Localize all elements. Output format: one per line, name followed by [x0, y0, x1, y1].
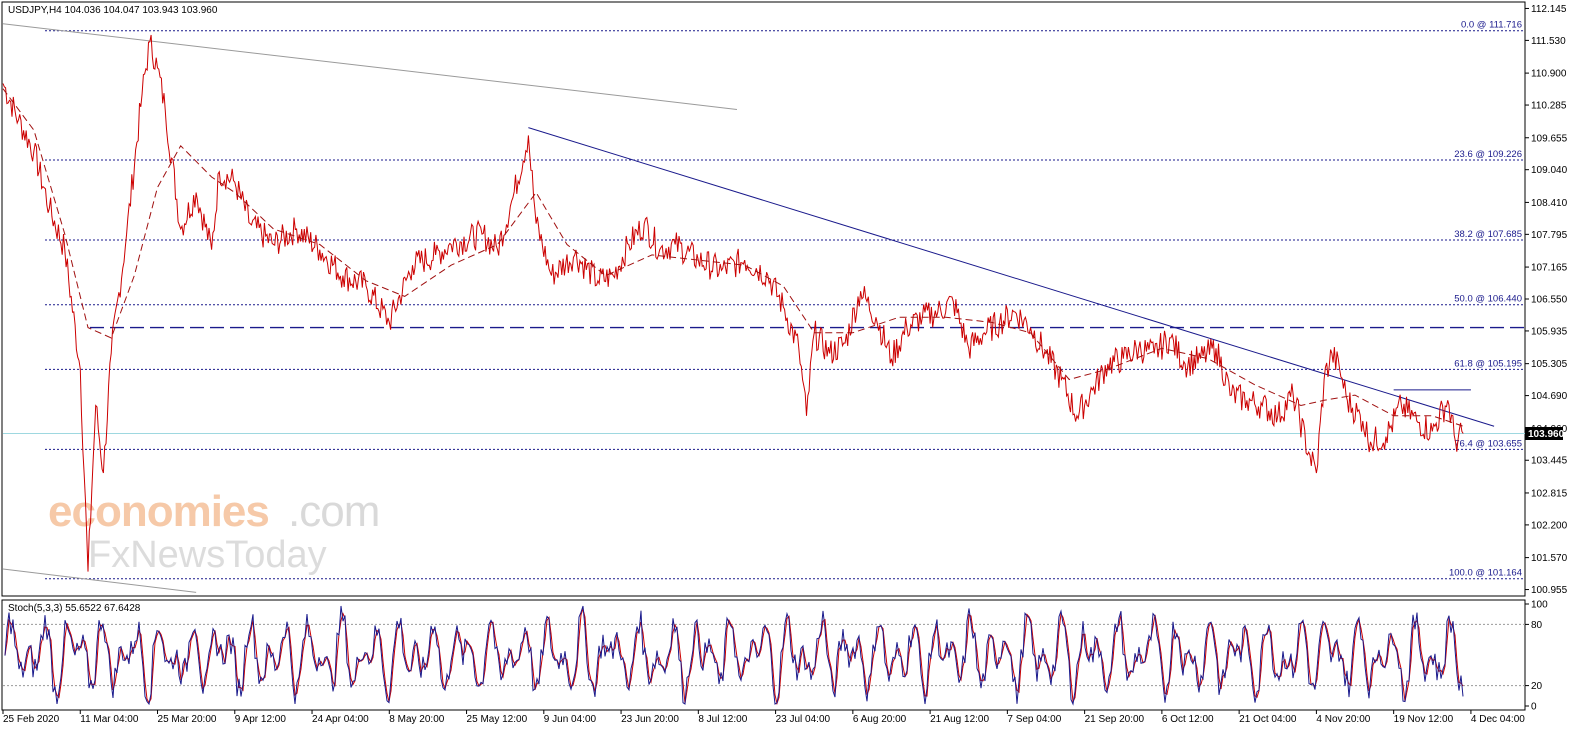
y-tick-label: 105.305: [1531, 359, 1568, 370]
fib-level-label: 61.8 @ 105.195: [1454, 358, 1522, 369]
x-tick-label: 9 Apr 12:00: [235, 714, 287, 725]
watermark-brand: economies: [48, 487, 269, 536]
y-tick-label: 101.570: [1531, 553, 1568, 564]
symbol-info: USDJPY,H4 104.036 104.047 103.943 103.96…: [8, 5, 218, 16]
fib-level-label: 50.0 @ 106.440: [1454, 294, 1522, 305]
x-tick-label: 9 Jun 04:00: [544, 714, 597, 725]
stoch-tick-label: 100: [1531, 600, 1548, 611]
x-tick-label: 4 Dec 04:00: [1471, 714, 1525, 725]
x-tick-label: 23 Jul 04:00: [776, 714, 831, 725]
y-tick-label: 109.040: [1531, 165, 1568, 176]
moving-average-line: [2, 88, 1464, 427]
y-tick-label: 103.445: [1531, 456, 1568, 467]
trendline: [2, 23, 738, 110]
y-tick-label: 107.165: [1531, 263, 1568, 274]
x-tick-label: 6 Oct 12:00: [1162, 714, 1214, 725]
stoch-signal-line: [4, 607, 1464, 706]
x-tick-label: 25 May 12:00: [467, 714, 528, 725]
watermark: economies .com FxNewsToday: [48, 487, 380, 576]
x-tick-label: 6 Aug 20:00: [853, 714, 907, 725]
x-tick-label: 21 Aug 12:00: [930, 714, 989, 725]
fib-level-label: 0.0 @ 111.716: [1461, 20, 1522, 31]
current-price-label: 103.960: [1528, 429, 1565, 440]
fib-level-label: 38.2 @ 107.685: [1454, 229, 1522, 240]
x-tick-label: 8 May 20:00: [389, 714, 444, 725]
trendline: [2, 568, 197, 593]
y-tick-label: 108.410: [1531, 198, 1568, 209]
y-tick-label: 111.530: [1531, 36, 1566, 47]
x-tick-label: 19 Nov 12:00: [1394, 714, 1454, 725]
x-tick-label: 23 Jun 20:00: [621, 714, 679, 725]
fib-level-label: 100.0 @ 101.164: [1449, 568, 1522, 579]
current-price-tag: 103.960: [1525, 426, 1565, 440]
x-tick-label: 21 Oct 04:00: [1239, 714, 1297, 725]
x-tick-label: 8 Jul 12:00: [698, 714, 747, 725]
y-tick-label: 112.145: [1531, 4, 1567, 15]
x-tick-label: 25 Mar 20:00: [158, 714, 217, 725]
watermark-domain: .com: [288, 487, 379, 536]
y-tick-label: 106.550: [1531, 295, 1568, 306]
y-tick-label: 105.935: [1531, 326, 1568, 337]
y-tick-label: 100.955: [1531, 585, 1568, 596]
y-tick-label: 102.815: [1531, 488, 1568, 499]
stoch-tick-label: 20: [1531, 681, 1543, 692]
stoch-tick-label: 80: [1531, 620, 1543, 631]
stoch-main-line: [4, 605, 1464, 706]
x-tick-label: 11 Mar 04:00: [80, 714, 139, 725]
stoch-tick-label: 0: [1531, 702, 1537, 713]
x-tick-label: 21 Sep 20:00: [1085, 714, 1145, 725]
y-tick-label: 110.285: [1531, 101, 1567, 112]
x-tick-label: 24 Apr 04:00: [312, 714, 369, 725]
y-tick-label: 107.795: [1531, 230, 1568, 241]
x-tick-label: 4 Nov 20:00: [1316, 714, 1370, 725]
stoch-title: Stoch(5,3,3) 55.6522 67.6428: [8, 603, 141, 614]
y-tick-label: 104.690: [1531, 391, 1568, 402]
trendline: [528, 127, 1495, 427]
stoch-frame: [1, 599, 1526, 711]
y-tick-label: 110.900: [1531, 69, 1567, 80]
price-series-line: [2, 34, 1464, 572]
x-tick-label: 7 Sep 04:00: [1007, 714, 1061, 725]
fib-level-label: 23.6 @ 109.226: [1454, 149, 1522, 160]
y-tick-label: 109.655: [1531, 133, 1568, 144]
y-tick-label: 102.200: [1531, 520, 1568, 531]
watermark-subbrand: FxNewsToday: [88, 534, 327, 576]
x-tick-label: 25 Feb 2020: [3, 714, 60, 725]
fib-level-label: 76.4 @ 103.655: [1454, 438, 1522, 449]
